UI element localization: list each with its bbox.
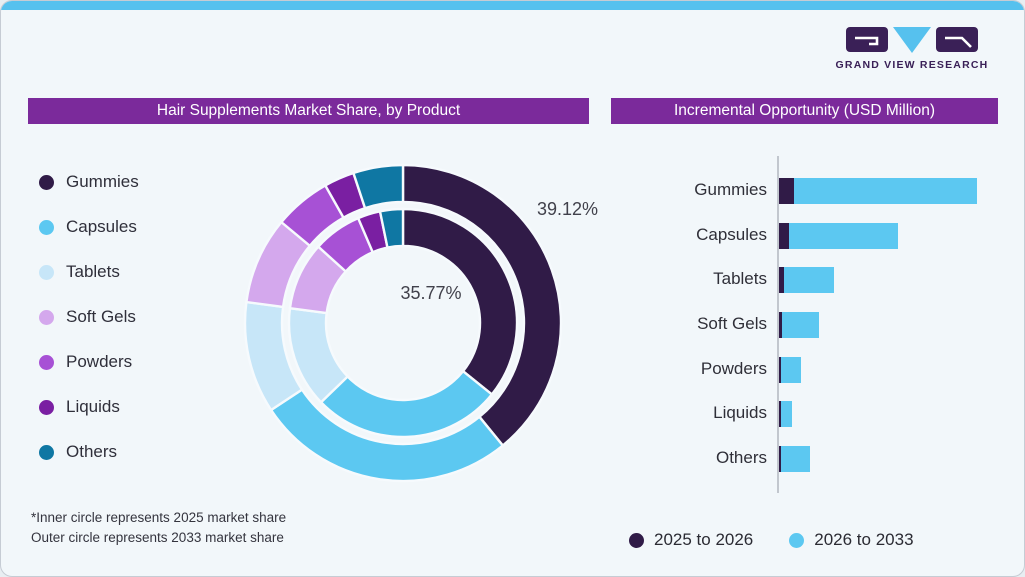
bar-segment-2025-to-2026 bbox=[779, 223, 789, 249]
bar-segment-2026-to-2033 bbox=[781, 446, 810, 472]
donut-chart bbox=[243, 163, 563, 483]
legend-item-liquids: Liquids bbox=[39, 396, 139, 418]
legend-swatch-icon bbox=[39, 264, 54, 280]
bar-legend-item-2025-to-2026: 2025 to 2026 bbox=[629, 529, 753, 551]
donut-chart-title: Hair Supplements Market Share, by Produc… bbox=[28, 98, 589, 124]
footnote-line-2: Outer circle represents 2033 market shar… bbox=[31, 530, 284, 545]
bar-label-others: Others bbox=[715, 448, 767, 467]
bar-segment-2025-to-2026 bbox=[779, 267, 784, 293]
legend-label: 2026 to 2033 bbox=[814, 530, 914, 549]
legend-swatch-icon bbox=[629, 532, 644, 548]
bar-label-powders: Powders bbox=[700, 359, 767, 378]
outer-ring-segment-gummies bbox=[401, 163, 563, 448]
brand-name: GRAND VIEW RESEARCH bbox=[835, 59, 989, 71]
inner-ring-segment-gummies bbox=[401, 207, 519, 397]
bar-row-soft-gels bbox=[779, 312, 819, 338]
legend-swatch-icon bbox=[39, 219, 54, 235]
donut-footnote: *Inner circle represents 2025 market sha… bbox=[31, 508, 286, 548]
inner-ring-data-label: 35.77% bbox=[400, 283, 462, 303]
legend-label: Tablets bbox=[66, 262, 120, 281]
logo-g-icon bbox=[846, 27, 888, 52]
legend-item-others: Others bbox=[39, 441, 139, 463]
logo-v-triangle-icon bbox=[893, 27, 931, 53]
legend-item-tablets: Tablets bbox=[39, 261, 139, 283]
legend-swatch-icon bbox=[39, 174, 54, 190]
bar-row-liquids bbox=[779, 401, 792, 427]
legend-label: Capsules bbox=[66, 217, 137, 236]
bar-label-capsules: Capsules bbox=[696, 225, 767, 244]
bar-label-tablets: Tablets bbox=[713, 269, 767, 288]
legend-swatch-icon bbox=[39, 399, 54, 415]
legend-item-gummies: Gummies bbox=[39, 171, 139, 193]
bar-segment-2025-to-2026 bbox=[779, 178, 794, 204]
legend-swatch-icon bbox=[39, 309, 54, 325]
footnote-line-1: *Inner circle represents 2025 market sha… bbox=[31, 510, 287, 525]
bar-label-liquids: Liquids bbox=[713, 403, 767, 422]
outer-ring-data-label: 39.12% bbox=[537, 199, 599, 219]
outer-ring-segment-others bbox=[351, 163, 405, 210]
legend-label: 2025 to 2026 bbox=[654, 530, 754, 549]
bar-segment-2025-to-2026 bbox=[779, 312, 782, 338]
bar-segment-2026-to-2033 bbox=[789, 223, 898, 249]
bar-segment-2026-to-2033 bbox=[784, 267, 834, 293]
bar-label-gummies: Gummies bbox=[694, 180, 767, 199]
bar-chart-title: Incremental Opportunity (USD Million) bbox=[611, 98, 998, 124]
bar-row-powders bbox=[779, 357, 801, 383]
bar-row-capsules bbox=[779, 223, 898, 249]
gvr-logo: GRAND VIEW RESEARCH bbox=[826, 27, 998, 71]
bar-row-others bbox=[779, 446, 810, 472]
legend-label: Liquids bbox=[66, 397, 120, 416]
bar-row-tablets bbox=[779, 267, 834, 293]
top-accent-strip bbox=[1, 1, 1024, 10]
logo-r-icon bbox=[936, 27, 978, 52]
bar-chart-axis bbox=[777, 156, 779, 493]
legend-label: Powders bbox=[66, 352, 133, 371]
legend-swatch-icon bbox=[39, 444, 54, 460]
legend-item-capsules: Capsules bbox=[39, 216, 139, 238]
bar-legend-item-2026-to-2033: 2026 to 2033 bbox=[789, 529, 914, 551]
legend-label: Gummies bbox=[66, 172, 139, 191]
legend-swatch-icon bbox=[39, 354, 54, 370]
gvr-logo-marks bbox=[826, 27, 998, 54]
bar-segment-2026-to-2033 bbox=[782, 312, 819, 338]
bar-label-soft-gels: Soft Gels bbox=[697, 314, 767, 333]
bar-segment-2026-to-2033 bbox=[794, 178, 977, 204]
legend-label: Soft Gels bbox=[66, 307, 136, 326]
bar-segment-2025-to-2026 bbox=[779, 446, 781, 472]
legend-label: Others bbox=[66, 442, 118, 461]
bar-segment-2026-to-2033 bbox=[781, 357, 801, 383]
legend-item-soft-gels: Soft Gels bbox=[39, 306, 139, 328]
bar-chart-legend: 2025 to 2026 2026 to 2033 bbox=[629, 529, 914, 551]
bar-segment-2025-to-2026 bbox=[779, 401, 781, 427]
bar-segment-2026-to-2033 bbox=[781, 401, 792, 427]
inner-ring-segment-others bbox=[378, 207, 405, 249]
bar-segment-2025-to-2026 bbox=[779, 357, 781, 383]
legend-item-powders: Powders bbox=[39, 351, 139, 373]
bar-row-gummies bbox=[779, 178, 977, 204]
legend-swatch-icon bbox=[789, 532, 805, 548]
donut-legend: Gummies Capsules Tablets Soft Gels Powders Li… bbox=[39, 171, 139, 486]
